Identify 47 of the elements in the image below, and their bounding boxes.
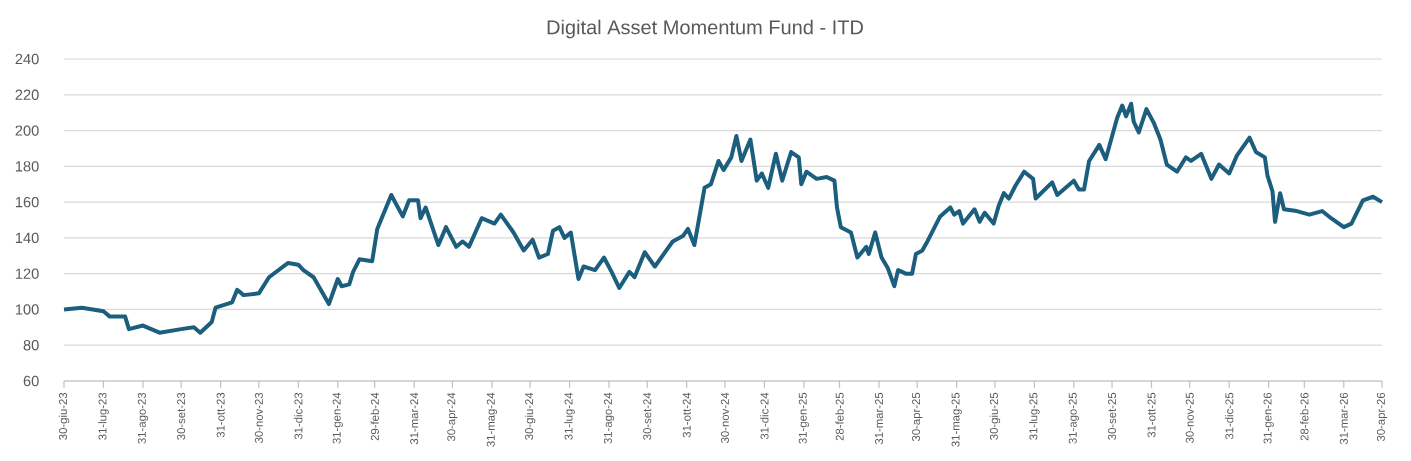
x-tick-label: 31-dic-25	[1225, 392, 1234, 440]
y-tick-label: 100	[15, 304, 39, 315]
x-tick-label: 31-dic-23	[294, 392, 303, 440]
x-tick-label: 31-gen-26	[1263, 392, 1274, 444]
line-series	[62, 101, 1385, 335]
x-tick-label: 31-ago-25	[1068, 392, 1079, 444]
x-tick-label: 31-ago-24	[603, 392, 615, 444]
x-tick-label: 31-mag-24	[486, 392, 497, 447]
x-tick-label: 31-mag-25	[951, 392, 962, 447]
y-tick-label: 120	[15, 268, 39, 279]
y-tick-label: 80	[23, 340, 39, 351]
x-tick-label: 30-nov-23	[254, 392, 263, 443]
x-tick-label: 30-apr-26	[1376, 392, 1388, 442]
y-tick-label: 60	[23, 375, 39, 387]
x-tick-label: 31-lug-24	[564, 392, 575, 440]
x-tick-label: 30-nov-24	[720, 392, 729, 443]
x-tick-label: 31-mar-25	[875, 392, 884, 445]
x-tick-label: 31-mar-24	[410, 392, 419, 445]
x-tick-label: 30-apr-24	[447, 392, 458, 442]
x-tick-label: 30-giu-24	[524, 392, 536, 440]
y-tick-label: 240	[15, 53, 39, 65]
x-tick-label: 30-apr-25	[912, 392, 923, 442]
chart-title: Digital Asset Momentum Fund - ITD	[547, 19, 863, 39]
x-tick-label: 31-dic-24	[760, 392, 769, 440]
x-tick-label: 28-feb-26	[1300, 392, 1309, 441]
x-tick-label: 31-ott-23	[216, 392, 225, 438]
x-tick-label: 31-lug-25	[1029, 392, 1040, 440]
x-tick-label: 30-giu-23	[58, 392, 70, 440]
x-tick-label: 31-ago-23	[137, 392, 149, 444]
x-tick-label: 31-gen-25	[798, 392, 809, 444]
x-tick-label: 31-ott-25	[1147, 392, 1156, 438]
x-tick-label: 31-lug-23	[98, 392, 109, 440]
y-tick-label: 220	[15, 89, 39, 100]
x-tick-label: 30-set-25	[1108, 392, 1117, 440]
x-tick-label: 28-feb-25	[835, 392, 844, 441]
x-tick-label: 30-giu-25	[989, 392, 1001, 440]
x-tick-label: 30-set-24	[643, 392, 652, 440]
x-tick-label: 31-gen-24	[332, 392, 343, 444]
y-tick-label: 160	[15, 196, 39, 208]
x-tick-label: 31-ott-24	[682, 392, 691, 438]
x-tick-label: 30-set-23	[177, 392, 186, 440]
x-tick-label: 31-mar-26	[1339, 392, 1348, 445]
x-tick-label: 30-nov-25	[1185, 392, 1194, 443]
y-tick-label: 140	[15, 232, 39, 244]
x-tick-label: 29-feb-24	[370, 392, 379, 441]
y-tick-label: 180	[15, 161, 39, 172]
y-tick-label: 200	[15, 125, 39, 136]
